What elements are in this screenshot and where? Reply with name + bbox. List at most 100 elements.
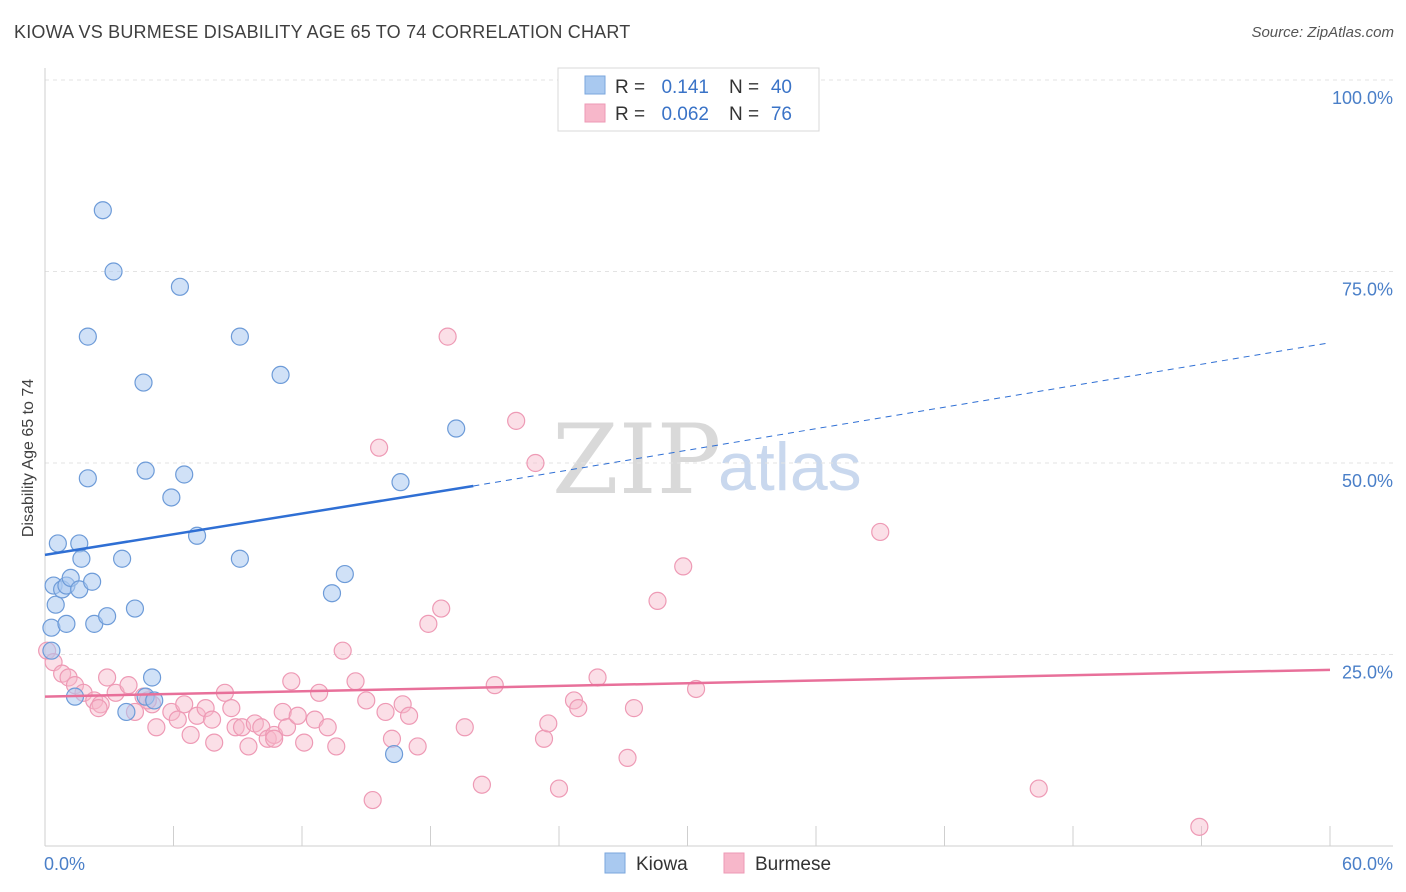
- burmese-point: [327, 737, 346, 756]
- burmese-point: [119, 676, 138, 695]
- kiowa-point: [57, 614, 76, 633]
- burmese-point: [363, 790, 382, 810]
- y-tick-label: 100.0%: [1332, 88, 1393, 108]
- burmese-point: [282, 672, 301, 691]
- burmese-point: [472, 775, 491, 794]
- kiowa-point: [78, 327, 97, 346]
- burmese-point: [175, 695, 194, 714]
- kiowa-point: [78, 469, 97, 488]
- y-tick-label: 75.0%: [1342, 280, 1393, 300]
- x-ticks: [173, 826, 1331, 846]
- kiowa-point: [145, 691, 164, 710]
- burmese-point: [624, 699, 644, 718]
- burmese-point: [273, 702, 292, 722]
- burmese-point: [147, 718, 166, 737]
- burmese-point: [549, 779, 569, 798]
- legend-bottom-kiowa-label: Kiowa: [636, 854, 688, 875]
- kiowa-trend-line: [44, 484, 474, 557]
- burmese-point: [89, 699, 108, 718]
- burmese-point: [181, 725, 200, 745]
- kiowa-point: [48, 534, 67, 553]
- burmese-point: [310, 683, 329, 702]
- kiowa-point: [175, 465, 194, 484]
- watermark-zip: ZIP: [552, 404, 721, 516]
- burmese-point: [333, 641, 352, 660]
- burmese-point: [376, 702, 395, 722]
- burmese-point: [196, 699, 215, 718]
- burmese-point: [1029, 779, 1048, 798]
- burmese-point: [526, 453, 545, 473]
- burmese-point: [222, 699, 241, 718]
- kiowa-point: [104, 262, 123, 281]
- kiowa-point: [112, 549, 132, 568]
- burmese-point: [618, 748, 637, 768]
- kiowa-point: [384, 744, 404, 764]
- legend-kiowa-r-label: R =: [615, 77, 645, 98]
- burmese-point: [686, 679, 706, 699]
- burmese-point: [455, 718, 474, 737]
- kiowa-point: [391, 473, 410, 492]
- burmese-point: [98, 668, 117, 687]
- legend-kiowa-n-value: 40: [771, 77, 792, 98]
- watermark-atlas: atlas: [718, 429, 862, 505]
- kiowa-point: [271, 365, 290, 385]
- legend-bottom-burmese-swatch: [723, 852, 745, 874]
- y-tick-label: 50.0%: [1342, 471, 1393, 491]
- burmese-point: [534, 729, 554, 748]
- legend-burmese-swatch: [584, 103, 606, 123]
- x-tick-label-min: 0.0%: [44, 854, 85, 874]
- legend-bottom-burmese-label: Burmese: [755, 854, 831, 875]
- x-tick-label-max: 60.0%: [1342, 854, 1393, 874]
- kiowa-point: [230, 549, 249, 568]
- kiowa-point: [447, 419, 466, 438]
- legend-bottom-kiowa-swatch: [604, 852, 626, 874]
- kiowa-point: [42, 641, 61, 660]
- burmese-point: [226, 718, 245, 737]
- legend-burmese-n-value: 76: [771, 104, 792, 125]
- y-tick-labels: 25.0% 50.0% 75.0% 100.0%: [1332, 88, 1393, 683]
- burmese-point: [419, 614, 438, 633]
- burmese-point: [288, 706, 307, 725]
- kiowa-points: [42, 201, 466, 764]
- kiowa-point: [42, 618, 61, 637]
- burmese-point: [393, 695, 412, 714]
- burmese-trend-line: [44, 668, 1331, 698]
- burmese-point: [382, 729, 402, 748]
- kiowa-point: [136, 461, 155, 480]
- burmese-point: [674, 557, 693, 576]
- burmese-point: [265, 729, 284, 748]
- watermark: ZIP atlas: [552, 404, 862, 516]
- burmese-point: [399, 706, 419, 725]
- kiowa-point: [117, 702, 136, 722]
- legend-burmese-r-value: 0.062: [661, 104, 709, 125]
- burmese-point: [295, 733, 314, 752]
- burmese-point: [485, 676, 504, 695]
- y-tick-label: 25.0%: [1342, 663, 1393, 683]
- kiowa-point: [170, 277, 190, 296]
- kiowa-point: [46, 595, 65, 614]
- trend-lines: [44, 342, 1331, 698]
- legend-top: R = 0.141 N = 40 R = 0.062 N = 76: [557, 67, 820, 132]
- burmese-point: [202, 710, 222, 729]
- kiowa-point: [162, 488, 181, 507]
- kiowa-trend-extension: [473, 342, 1331, 487]
- burmese-point: [408, 737, 427, 756]
- kiowa-point: [142, 668, 162, 687]
- burmese-point: [648, 591, 667, 610]
- burmese-point: [205, 733, 224, 752]
- burmese-point: [871, 522, 890, 542]
- burmese-point: [539, 714, 558, 733]
- axes: [44, 68, 1393, 847]
- source-label: Source: ZipAtlas.com: [1251, 24, 1394, 41]
- burmese-point: [507, 411, 526, 430]
- burmese-point: [318, 718, 337, 737]
- y-axis-title: Disability Age 65 to 74: [20, 379, 37, 537]
- kiowa-point: [335, 564, 354, 584]
- kiowa-point: [93, 201, 112, 220]
- burmese-point: [588, 668, 607, 687]
- kiowa-point: [230, 327, 249, 346]
- burmese-point: [569, 699, 588, 718]
- burmese-point: [357, 691, 376, 710]
- legend-kiowa-swatch: [584, 75, 606, 95]
